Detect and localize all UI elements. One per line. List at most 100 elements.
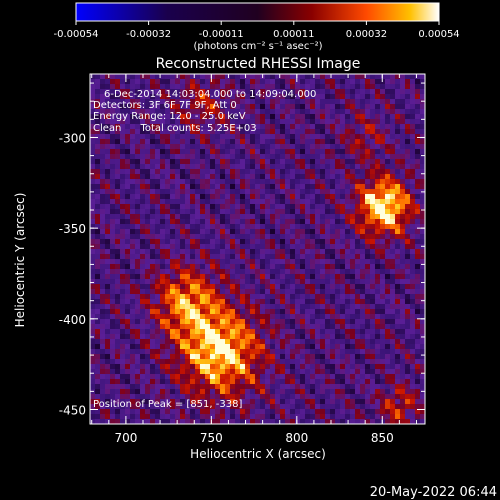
- heatmap-cell: [105, 94, 110, 99]
- heatmap-cell: [220, 384, 225, 389]
- heatmap-cell: [130, 244, 135, 249]
- heatmap-cell: [380, 204, 385, 209]
- heatmap-cell: [185, 174, 190, 179]
- heatmap-cell: [230, 129, 235, 134]
- heatmap-cell: [300, 249, 305, 254]
- heatmap-cell: [175, 149, 180, 154]
- heatmap-cell: [270, 114, 275, 119]
- heatmap-cell: [375, 344, 380, 349]
- heatmap-cell: [385, 374, 390, 379]
- heatmap-cell: [295, 359, 300, 364]
- heatmap-cell: [130, 384, 135, 389]
- heatmap-cell: [95, 289, 100, 294]
- heatmap-cell: [320, 224, 325, 229]
- heatmap-cell: [225, 269, 230, 274]
- heatmap-cell: [225, 419, 230, 424]
- heatmap-cell: [350, 134, 355, 139]
- heatmap-cell: [140, 274, 145, 279]
- heatmap-cell: [270, 274, 275, 279]
- heatmap-cell: [240, 369, 245, 374]
- heatmap-cell: [125, 114, 130, 119]
- heatmap-cell: [325, 209, 330, 214]
- heatmap-cell: [205, 294, 210, 299]
- heatmap-cell: [115, 404, 120, 409]
- heatmap-cell: [190, 414, 195, 419]
- heatmap-cell: [125, 79, 130, 84]
- heatmap-cell: [255, 404, 260, 409]
- heatmap-cell: [120, 129, 125, 134]
- heatmap-cell: [180, 149, 185, 154]
- heatmap-cell: [340, 109, 345, 114]
- heatmap-cell: [305, 204, 310, 209]
- heatmap-cell: [385, 349, 390, 354]
- heatmap-cell: [290, 279, 295, 284]
- heatmap-cell: [150, 389, 155, 394]
- heatmap-cell: [270, 94, 275, 99]
- heatmap-cell: [195, 314, 200, 319]
- heatmap-cell: [365, 219, 370, 224]
- heatmap-cell: [305, 389, 310, 394]
- heatmap-cell: [255, 294, 260, 299]
- heatmap-cell: [420, 384, 425, 389]
- heatmap-cell: [170, 209, 175, 214]
- heatmap-cell: [230, 289, 235, 294]
- heatmap-cell: [385, 284, 390, 289]
- heatmap-cell: [165, 344, 170, 349]
- heatmap-cell: [130, 314, 135, 319]
- heatmap-cell: [305, 419, 310, 424]
- heatmap-cell: [330, 409, 335, 414]
- heatmap-cell: [405, 74, 410, 79]
- heatmap-cell: [385, 394, 390, 399]
- heatmap-cell: [340, 209, 345, 214]
- heatmap-cell: [310, 139, 315, 144]
- heatmap-cell: [245, 104, 250, 109]
- heatmap-cell: [90, 219, 95, 224]
- heatmap-cell: [115, 119, 120, 124]
- heatmap-cell: [175, 414, 180, 419]
- heatmap-cell: [225, 84, 230, 89]
- heatmap-cell: [175, 194, 180, 199]
- heatmap-cell: [185, 299, 190, 304]
- heatmap-cell: [200, 284, 205, 289]
- heatmap-cell: [360, 309, 365, 314]
- heatmap-cell: [285, 324, 290, 329]
- heatmap-cell: [370, 189, 375, 194]
- heatmap-cell: [230, 104, 235, 109]
- heatmap-cell: [130, 259, 135, 264]
- heatmap-cell: [215, 404, 220, 409]
- heatmap-cell: [155, 134, 160, 139]
- heatmap-cell: [180, 334, 185, 339]
- heatmap-cell: [225, 119, 230, 124]
- heatmap-cell: [125, 259, 130, 264]
- heatmap-cell: [290, 99, 295, 104]
- heatmap-cell: [345, 94, 350, 99]
- heatmap-cell: [345, 404, 350, 409]
- heatmap-cell: [310, 234, 315, 239]
- heatmap-cell: [110, 419, 115, 424]
- heatmap-cell: [235, 369, 240, 374]
- heatmap-cell: [375, 149, 380, 154]
- heatmap-cell: [405, 374, 410, 379]
- heatmap-cell: [275, 299, 280, 304]
- heatmap-cell: [360, 254, 365, 259]
- colorbar-tick-label: 0.00011: [273, 29, 314, 40]
- heatmap-cell: [165, 229, 170, 234]
- heatmap-cell: [410, 334, 415, 339]
- heatmap-cell: [145, 259, 150, 264]
- heatmap-cell: [365, 134, 370, 139]
- heatmap-cell: [170, 219, 175, 224]
- heatmap-cell: [280, 244, 285, 249]
- heatmap-cell: [125, 194, 130, 199]
- heatmap-cell: [175, 84, 180, 89]
- heatmap-cell: [220, 139, 225, 144]
- heatmap-cell: [355, 289, 360, 294]
- heatmap-cell: [265, 84, 270, 89]
- heatmap-cell: [285, 359, 290, 364]
- heatmap-cell: [410, 399, 415, 404]
- heatmap-cell: [305, 219, 310, 224]
- heatmap-cell: [350, 229, 355, 234]
- heatmap-cell: [385, 149, 390, 154]
- heatmap-cell: [240, 419, 245, 424]
- heatmap-cell: [355, 284, 360, 289]
- heatmap-cell: [135, 199, 140, 204]
